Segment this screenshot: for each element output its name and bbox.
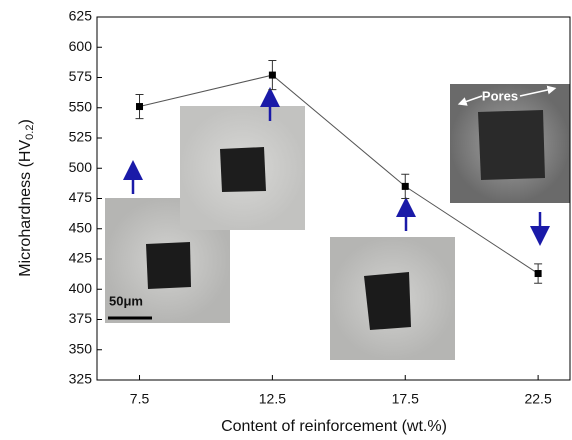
- marker: [136, 103, 144, 111]
- x-tick-label: 7.5: [130, 391, 150, 407]
- series-line: [139, 74, 539, 274]
- y-label-sub: 0.2: [24, 125, 36, 140]
- marker: [268, 71, 276, 79]
- y-tick-label: 400: [69, 280, 93, 296]
- y-label-main: Microhardness (HV: [17, 140, 34, 277]
- y-tick-label: 425: [69, 250, 93, 266]
- x-tick-label: 22.5: [524, 391, 551, 407]
- marker: [401, 182, 409, 190]
- scale-label: 50μm: [109, 293, 143, 308]
- y-tick-label: 375: [69, 310, 93, 326]
- y-tick-label: 575: [69, 68, 93, 84]
- y-tick-label: 500: [69, 159, 93, 175]
- y-tick-label: 325: [69, 371, 93, 387]
- y-label-end: ): [17, 119, 34, 124]
- indent: [146, 242, 191, 289]
- y-tick-label: 450: [69, 219, 93, 235]
- insets: 50μm Pores: [105, 84, 570, 360]
- indent: [364, 272, 411, 330]
- x-tick-label: 17.5: [392, 391, 419, 407]
- arrow: [519, 85, 557, 97]
- y-tick-label: 550: [69, 98, 93, 114]
- y-tick-label: 600: [69, 38, 93, 54]
- indent: [478, 110, 545, 180]
- indent: [220, 147, 266, 192]
- y-tick-label: 625: [69, 8, 93, 24]
- marker: [534, 270, 542, 278]
- pores-label: Pores: [482, 88, 518, 103]
- y-axis-label: Microhardness (HV0.2): [17, 119, 36, 277]
- y-tick-label: 350: [69, 340, 93, 356]
- y-tick-label: 475: [69, 189, 93, 205]
- x-tick-label: 12.5: [259, 391, 286, 407]
- x-axis-label: Content of reinforcement (wt.%): [221, 418, 447, 435]
- arrow: [457, 95, 483, 106]
- y-tick-label: 525: [69, 129, 93, 145]
